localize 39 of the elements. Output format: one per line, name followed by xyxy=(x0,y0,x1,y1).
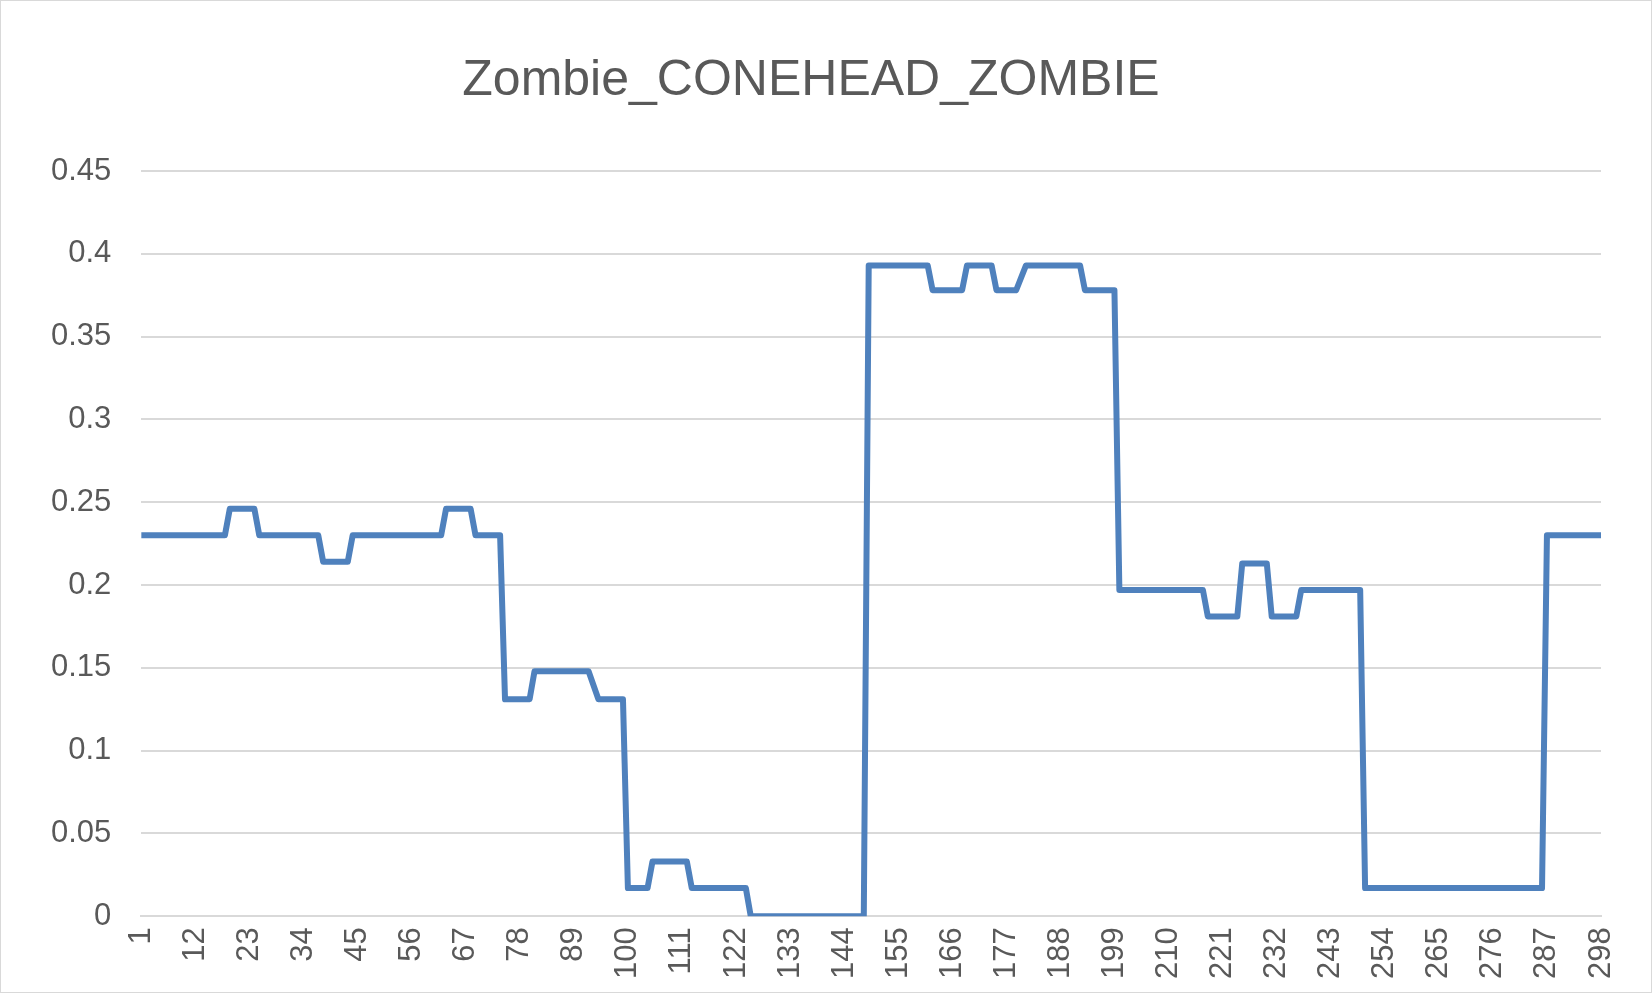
x-tick-label: 199 xyxy=(1094,927,1130,980)
x-tick-label: 34 xyxy=(284,927,320,962)
x-tick-label: 177 xyxy=(986,927,1022,980)
x-tick-label: 210 xyxy=(1149,927,1185,980)
x-tick-label: 111 xyxy=(662,927,698,975)
y-tick-label: 0.05 xyxy=(50,814,112,850)
x-tick-label: 1 xyxy=(121,927,157,945)
y-tick-label: 0.35 xyxy=(50,317,112,353)
y-tick-label: 0.45 xyxy=(50,151,112,187)
x-tick-label: 298 xyxy=(1581,927,1617,980)
y-tick-label: 0.3 xyxy=(68,399,112,435)
x-tick-label: 188 xyxy=(1040,927,1076,980)
x-tick-label: 67 xyxy=(446,927,482,962)
x-tick-label: 221 xyxy=(1203,927,1239,980)
x-tick-label: 23 xyxy=(230,927,266,962)
y-tick-label: 0 xyxy=(94,896,112,932)
x-tick-label: 12 xyxy=(175,927,211,962)
x-tick-label: 243 xyxy=(1311,927,1347,980)
x-tick-label: 155 xyxy=(878,927,914,980)
chart-title: Zombie_CONEHEAD_ZOMBIE xyxy=(462,49,1160,106)
x-tick-label: 78 xyxy=(500,927,536,962)
x-tick-label: 254 xyxy=(1365,927,1401,980)
x-tick-label: 276 xyxy=(1473,927,1509,980)
x-tick-label: 166 xyxy=(932,927,968,980)
y-tick-label: 0.15 xyxy=(50,648,112,684)
x-tick-label: 133 xyxy=(770,927,806,980)
y-tick-label: 0.1 xyxy=(68,731,112,767)
x-tick-label: 89 xyxy=(554,927,590,962)
x-tick-label: 232 xyxy=(1257,927,1293,980)
x-tick-label: 45 xyxy=(338,927,374,962)
y-tick-label: 0.2 xyxy=(68,565,112,601)
y-tick-label: 0.4 xyxy=(68,234,112,270)
x-tick-label: 56 xyxy=(392,927,428,962)
x-tick-label: 100 xyxy=(608,927,644,980)
x-tick-label: 122 xyxy=(716,927,752,980)
x-tick-label: 144 xyxy=(824,927,860,980)
y-tick-label: 0.25 xyxy=(50,482,112,518)
x-tick-label: 287 xyxy=(1527,927,1563,980)
x-tick-label: 265 xyxy=(1419,927,1455,980)
